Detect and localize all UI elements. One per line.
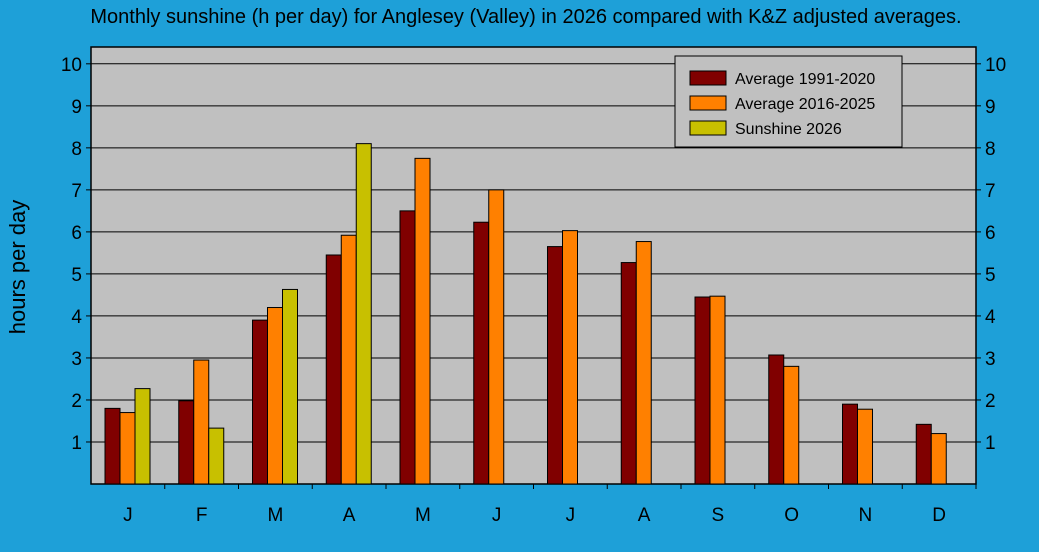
bar — [325, 254, 342, 485]
y-tick-label-right: 8 — [985, 139, 996, 160]
axes: 1 1 2 2 3 3 4 4 5 5 6 6 7 7 8 8 9 9 10 10 J F M A M J J A S O N D — [61, 55, 1006, 526]
bar — [267, 307, 283, 485]
bar — [709, 295, 726, 485]
legend-swatch — [689, 95, 727, 111]
x-tick-label: J — [492, 505, 502, 526]
x-tick-label: N — [859, 505, 873, 526]
chart-title: Monthly sunshine (h per day) for Anglese… — [90, 6, 961, 28]
bar — [178, 400, 195, 485]
y-tick-label-right: 6 — [985, 223, 996, 244]
bar — [208, 427, 225, 485]
x-tick-label: A — [638, 505, 651, 526]
y-axis-label: hours per day — [5, 200, 30, 335]
y-tick-label-right: 1 — [985, 433, 996, 454]
bar — [635, 241, 652, 485]
y-tick-label-left: 6 — [71, 223, 82, 244]
legend-label: Average 2016-2025 — [735, 96, 875, 113]
bar — [694, 296, 711, 485]
legend-swatch — [689, 120, 727, 136]
legend-label: Average 1991-2020 — [735, 71, 875, 88]
bar — [842, 403, 858, 485]
y-tick-label-right: 3 — [985, 349, 996, 370]
bar — [193, 359, 210, 485]
y-tick-label-right: 5 — [985, 265, 996, 286]
y-tick-label-left: 3 — [71, 349, 82, 370]
bar — [562, 230, 578, 485]
bar — [252, 319, 268, 485]
legend-swatch — [689, 70, 727, 86]
bar — [399, 210, 416, 485]
x-tick-label: A — [343, 505, 356, 526]
x-tick-label: J — [566, 505, 576, 526]
bar — [119, 412, 136, 485]
legend: Average 1991-2020 Average 2016-2025 Sunshi… — [674, 55, 903, 148]
x-tick-label: D — [932, 505, 946, 526]
y-tick-label-left: 10 — [61, 55, 82, 76]
bar — [282, 288, 298, 485]
y-tick-label-right: 4 — [985, 307, 996, 328]
bar — [355, 143, 372, 485]
x-tick-label: M — [415, 505, 431, 526]
bar — [414, 157, 431, 485]
bar — [340, 234, 357, 485]
bar — [547, 246, 563, 485]
y-tick-label-right: 7 — [985, 181, 996, 202]
y-tick-label-left: 8 — [71, 139, 82, 160]
x-tick-label: J — [123, 505, 133, 526]
y-tick-label-left: 5 — [71, 265, 82, 286]
bars — [104, 143, 947, 485]
y-tick-label-left: 1 — [71, 433, 82, 454]
y-tick-label-right: 10 — [985, 55, 1006, 76]
y-tick-label-left: 7 — [71, 181, 82, 202]
x-tick-label: O — [784, 505, 799, 526]
bar — [134, 388, 151, 485]
y-tick-label-left: 2 — [71, 391, 82, 412]
y-tick-label-right: 2 — [985, 391, 996, 412]
x-tick-label: M — [267, 505, 283, 526]
bar — [915, 423, 932, 485]
bar — [930, 433, 947, 485]
y-tick-label-left: 4 — [71, 307, 82, 328]
x-tick-label: S — [712, 505, 725, 526]
y-tick-label-left: 9 — [71, 97, 82, 118]
bar — [768, 354, 785, 485]
grid-lines — [91, 63, 976, 443]
bar — [473, 221, 490, 485]
x-tick-label: F — [196, 505, 208, 526]
y-tick-label-right: 9 — [985, 97, 996, 118]
legend-label: Sunshine 2026 — [735, 121, 842, 138]
bar — [857, 408, 873, 485]
bar — [488, 189, 505, 485]
bar — [620, 262, 637, 485]
bar — [783, 365, 800, 485]
bar — [104, 407, 121, 485]
